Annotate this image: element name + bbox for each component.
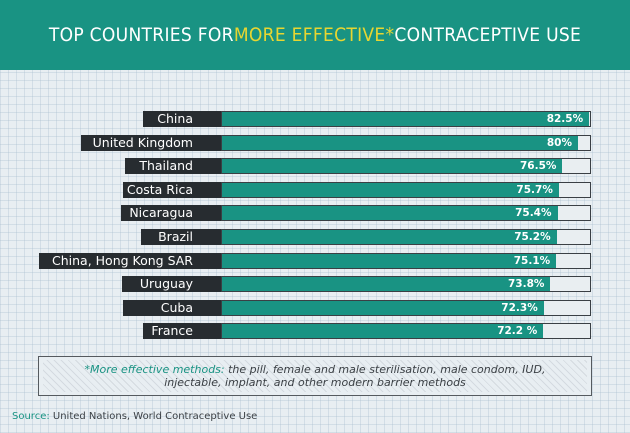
bar-label: China — [143, 111, 221, 127]
title-highlight: MORE EFFECTIVE* — [233, 24, 395, 46]
bar-label: France — [143, 323, 221, 339]
bar-track: 72.3% — [221, 300, 591, 316]
bar-label: Thailand — [125, 158, 221, 174]
data-label: 72.3% — [501, 302, 538, 314]
footnote-body: the pill, female and male sterilisation,… — [164, 363, 546, 389]
data-label: 82.5% — [546, 113, 584, 125]
data-label: 72.2 % — [497, 325, 538, 337]
bar — [222, 206, 558, 220]
bar — [222, 277, 551, 291]
bar-track: 75.4% — [221, 205, 591, 221]
data-label: 80% — [546, 137, 572, 149]
bar — [222, 230, 557, 244]
bar — [222, 136, 578, 150]
bar-label: China, Hong Kong SAR — [39, 253, 221, 269]
footnote-box: *More effective methods: the pill, femal… — [38, 356, 592, 396]
bar-label: Brazil — [141, 229, 221, 245]
bar — [222, 301, 544, 315]
bar — [222, 254, 557, 268]
bar-label: Uruguay — [122, 276, 221, 292]
bar — [222, 112, 590, 126]
data-label: 76.5% — [519, 160, 557, 172]
data-label: 75.2% — [514, 231, 551, 243]
bar-track: 82.5% — [221, 111, 591, 127]
bar-track: 75.2% — [221, 229, 591, 245]
title-part-1: TOP COUNTRIES FOR — [48, 24, 234, 46]
footnote-text: *More effective methods: the pill, femal… — [79, 363, 551, 389]
data-label: 73.8% — [507, 278, 545, 290]
source-key: Source: — [12, 411, 50, 422]
footnote-key: *More effective methods: — [84, 363, 225, 376]
bar-label: Cuba — [123, 300, 221, 316]
data-label: 75.1% — [513, 255, 551, 267]
data-label: 75.4% — [515, 207, 552, 219]
chart-title: TOP COUNTRIES FOR MORE EFFECTIVE* CONTRA… — [0, 0, 630, 70]
title-part-2: CONTRACEPTIVE USE — [394, 24, 582, 46]
bar — [222, 159, 563, 173]
bar-label: Nicaragua — [121, 205, 221, 221]
bar-label: United Kingdom — [81, 135, 221, 151]
bar-track: 80% — [221, 135, 591, 151]
bar-track: 76.5% — [221, 158, 591, 174]
source-text: United Nations, World Contraceptive Use — [49, 411, 258, 422]
bar-track: 75.1% — [221, 253, 591, 269]
bar — [222, 183, 559, 197]
bar-track: 75.7% — [221, 182, 591, 198]
bar-track: 73.8% — [221, 276, 591, 292]
data-label: 75.7% — [516, 184, 553, 196]
bar — [222, 324, 544, 338]
source-note: Source: United Nations, World Contracept… — [12, 411, 257, 422]
bar-track: 72.2 % — [221, 323, 591, 339]
bar-label: Costa Rica — [123, 182, 221, 198]
